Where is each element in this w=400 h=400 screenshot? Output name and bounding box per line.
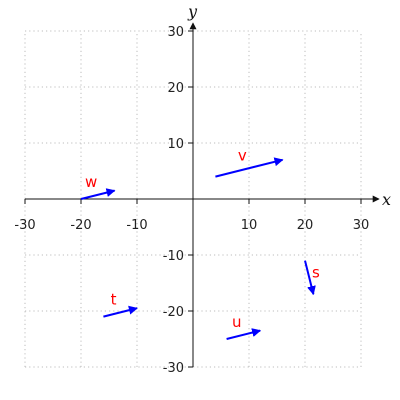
vector-label-u: u <box>232 313 242 331</box>
vector-label-v: v <box>238 147 247 165</box>
y-axis-label: y <box>187 2 198 21</box>
y-tick-label: 10 <box>167 137 184 152</box>
vectors: v w t u s <box>80 147 320 340</box>
vector-label-t: t <box>111 291 117 309</box>
x-tick-label: 20 <box>297 218 314 233</box>
x-tick-label: 10 <box>241 218 258 233</box>
vector-s <box>304 260 316 296</box>
tick-labels: -30 -20 -10 10 20 30 -30 -20 -10 10 20 30 <box>14 25 369 376</box>
y-tick-label: -30 <box>163 361 184 376</box>
y-tick-label: -20 <box>163 305 184 320</box>
vector-u <box>226 328 262 340</box>
x-tick-label: -20 <box>70 218 91 233</box>
x-tick-label: -10 <box>126 218 147 233</box>
y-tick-label: 30 <box>167 25 184 40</box>
vector-label-w: w <box>85 173 97 191</box>
x-tick-label: 30 <box>353 218 370 233</box>
vector-v <box>215 157 284 178</box>
vector-label-s: s <box>312 264 320 282</box>
y-tick-label: 20 <box>167 81 184 96</box>
vector-t <box>103 305 138 318</box>
x-axis-label: x <box>382 190 391 209</box>
vector-w <box>80 188 116 200</box>
x-tick-label: -30 <box>14 218 35 233</box>
y-tick-label: -10 <box>163 249 184 264</box>
axes: xy <box>25 2 391 367</box>
